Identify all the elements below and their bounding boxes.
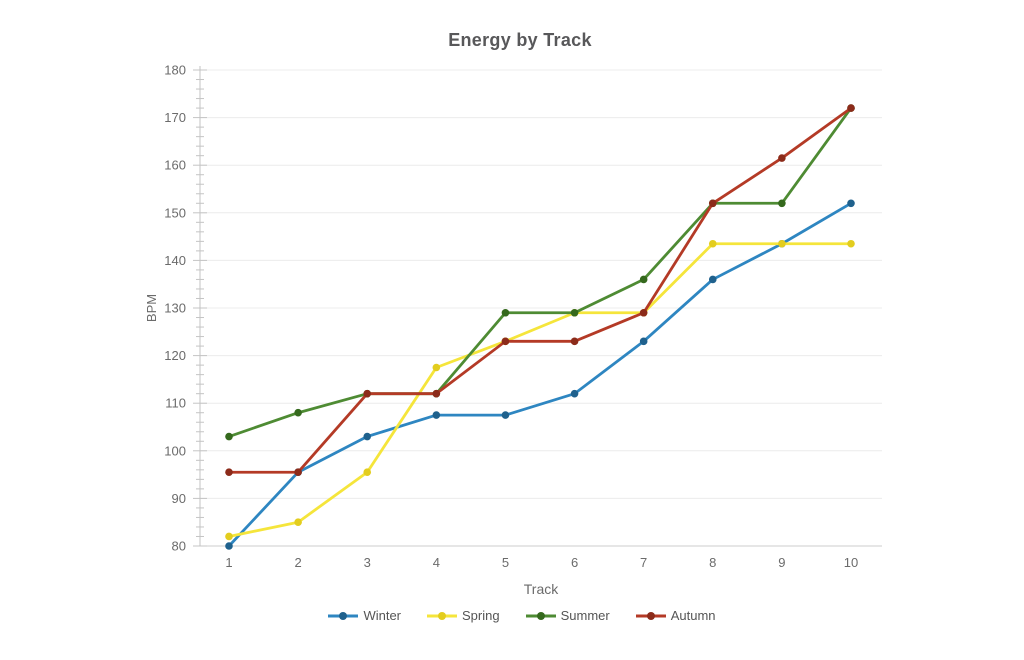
data-point-autumn [432, 389, 441, 398]
legend-item-spring[interactable]: Spring [427, 608, 500, 623]
y-tick-label: 150 [164, 205, 186, 220]
series-line-autumn [227, 106, 853, 474]
data-point-winter [432, 411, 441, 419]
x-tick-label: 6 [571, 555, 578, 570]
y-tick-label: 90 [172, 491, 186, 506]
data-point-winter [708, 275, 717, 284]
data-point-winter [225, 542, 233, 550]
y-tick-label: 170 [164, 110, 186, 125]
data-point-summer [639, 275, 648, 284]
series-line-summer [227, 106, 853, 438]
chart-title: Energy by Track [448, 30, 592, 50]
legend-marker-summer-icon [525, 611, 556, 620]
legend: Winter Spring Summer Autumn [40, 608, 1004, 623]
y-tick-label: 80 [172, 539, 186, 554]
data-point-spring [363, 468, 372, 477]
data-point-winter [363, 432, 372, 441]
y-tick-label: 120 [164, 348, 186, 363]
data-point-autumn [847, 104, 855, 112]
legend-item-summer[interactable]: Summer [525, 608, 610, 623]
legend-label: Winter [363, 608, 402, 623]
y-axis-title: BPM [144, 293, 159, 323]
x-tick-label: 7 [640, 555, 647, 570]
x-tick-label: 9 [778, 555, 785, 570]
legend-label: Summer [560, 608, 610, 623]
data-point-summer [778, 199, 786, 208]
legend-item-autumn[interactable]: Autumn [635, 608, 716, 623]
data-point-autumn [294, 468, 302, 477]
data-point-spring [778, 239, 786, 248]
legend-marker-spring-icon [427, 611, 458, 620]
legend-label: Autumn [670, 608, 716, 623]
data-point-summer [501, 308, 510, 317]
y-tick-label: 160 [164, 158, 186, 173]
x-tick-label: 8 [709, 555, 716, 570]
y-tick-label: 140 [164, 253, 186, 268]
data-point-winter [639, 337, 648, 346]
data-point-spring [432, 363, 441, 372]
data-point-autumn [778, 154, 786, 162]
x-tick-label: 5 [502, 555, 509, 570]
series-line-winter [227, 201, 853, 548]
data-point-summer [225, 432, 233, 441]
legend-item-winter[interactable]: Winter [328, 608, 401, 623]
data-point-autumn [225, 468, 233, 477]
x-tick-label: 1 [225, 555, 232, 570]
x-axis-title: Track [523, 581, 559, 597]
x-tick-label: 10 [844, 555, 858, 570]
legend-label: Spring [462, 608, 500, 623]
data-point-summer [294, 408, 302, 417]
x-tick-label: 3 [364, 555, 371, 570]
x-tick-label: 2 [294, 555, 301, 570]
y-tick-label: 180 [164, 63, 186, 78]
y-tick-label: 130 [164, 301, 186, 316]
data-point-autumn [570, 337, 579, 346]
data-point-winter [501, 411, 510, 419]
data-point-winter [570, 389, 579, 398]
data-point-autumn [639, 308, 648, 317]
series-line-spring [227, 242, 853, 538]
data-point-spring [847, 239, 855, 248]
x-tick-label: 4 [433, 555, 440, 570]
data-point-winter [847, 199, 855, 208]
y-tick-label: 100 [164, 443, 186, 458]
data-point-autumn [363, 389, 372, 398]
data-point-spring [294, 518, 302, 526]
data-point-autumn [708, 199, 717, 208]
legend-marker-winter-icon [328, 611, 359, 620]
data-point-summer [570, 308, 579, 317]
data-point-spring [708, 239, 717, 248]
data-point-autumn [501, 337, 510, 346]
data-point-spring [225, 532, 233, 541]
legend-marker-autumn-icon [635, 611, 666, 620]
y-tick-label: 110 [165, 396, 186, 411]
